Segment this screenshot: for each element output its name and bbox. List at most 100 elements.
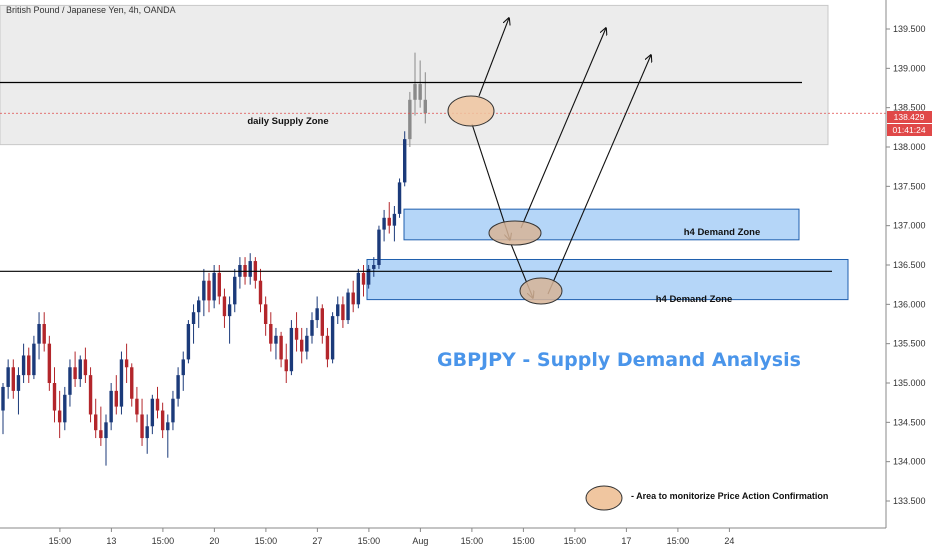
analysis-title: GBPJPY - Supply Demand Analysis (437, 349, 801, 371)
candle (73, 351, 77, 387)
price-tick-label: 137.000 (893, 221, 926, 231)
candle-body (325, 335, 330, 360)
time-tick-label: 17 (621, 536, 631, 546)
candle (181, 351, 185, 391)
candle (320, 304, 324, 344)
candle-body (392, 213, 397, 226)
candle (176, 367, 180, 407)
candle (171, 390, 175, 431)
price-tick-label: 135.500 (893, 339, 926, 349)
candle-body (315, 308, 319, 321)
candle (135, 386, 139, 423)
candle-body (57, 410, 62, 423)
candle-body (166, 422, 170, 431)
candle (94, 398, 98, 439)
confirmation-area-supply[interactable] (447, 95, 495, 127)
candle (263, 296, 268, 336)
time-tick-label: 15:00 (564, 536, 587, 546)
candle-body (310, 320, 314, 336)
time-axis[interactable]: 15:00 13 15:00 20 15:00 27 15:00 Aug 15:00 15:00 1… (49, 528, 735, 546)
candle (294, 312, 299, 352)
daily-supply-zone[interactable] (0, 4, 829, 146)
candle (392, 206, 397, 242)
candle (130, 363, 134, 407)
candle (145, 414, 149, 454)
candle-body (222, 296, 227, 317)
candle-body (124, 359, 129, 368)
candle-body (320, 308, 324, 336)
candle (341, 296, 345, 328)
candle-body (52, 383, 57, 411)
candle (233, 268, 237, 313)
candle (32, 335, 36, 380)
candle-body (83, 359, 88, 376)
candle (212, 265, 216, 309)
last-price-value: 138.429 (894, 112, 925, 122)
candle (166, 414, 170, 458)
candle-body (377, 229, 381, 265)
candle (377, 225, 381, 269)
h4-demand-zone-upper[interactable] (403, 208, 800, 241)
time-tick-label: Aug (412, 536, 428, 546)
demand-zone-label-upper: h4 Demand Zone (684, 227, 761, 238)
candle (124, 343, 129, 383)
candle-body (397, 182, 402, 214)
candle-body (217, 272, 221, 297)
candle (16, 367, 21, 415)
candle-body (6, 367, 10, 387)
candle (269, 312, 273, 352)
candle (222, 288, 227, 328)
candle (197, 296, 201, 328)
candle-body (32, 343, 36, 376)
candle (418, 60, 422, 108)
time-tick-label: 15:00 (667, 536, 690, 546)
candle-body (73, 367, 77, 380)
supply-zone-label: daily Supply Zone (247, 116, 328, 127)
candle-body (263, 304, 268, 324)
candle-body (130, 367, 134, 399)
candle (104, 414, 108, 466)
candle (1, 383, 5, 435)
candle-body (160, 410, 165, 431)
price-axis[interactable]: 139.500 139.000 138.500 138.000 137.500 137.0… (886, 24, 926, 506)
candle (88, 367, 93, 423)
candle (351, 280, 355, 313)
candle-body (94, 414, 98, 431)
candle-body (68, 367, 72, 395)
candle (284, 343, 288, 383)
time-tick-label: 15:00 (255, 536, 278, 546)
candle-body (109, 390, 113, 423)
candle-body (171, 398, 175, 423)
confirmation-area-demand-lower[interactable] (519, 277, 563, 305)
candle (78, 355, 82, 387)
countdown-value: 01:41:24 (892, 125, 925, 135)
price-tick-label: 136.500 (893, 260, 926, 270)
price-tick-label: 135.000 (893, 378, 926, 388)
candle (387, 202, 391, 234)
h4-demand-zone-lower[interactable] (366, 258, 849, 301)
candle-body (155, 398, 160, 411)
candle-body (279, 335, 283, 360)
candle (372, 257, 376, 277)
candle (253, 257, 258, 289)
time-tick-label: 24 (724, 536, 734, 546)
candle-body (212, 272, 216, 301)
candle-body (42, 324, 46, 344)
candle (37, 312, 41, 360)
candle (408, 91, 412, 147)
candle-body (341, 304, 345, 321)
candle-body (387, 217, 391, 226)
candle-body (207, 280, 211, 301)
candle (403, 131, 407, 187)
candle (155, 386, 160, 419)
candle-body (305, 335, 309, 352)
candlestick-series (1, 52, 427, 466)
candle-body (289, 327, 294, 372)
candle-body (274, 335, 278, 344)
confirmation-area-demand-upper[interactable] (488, 220, 542, 246)
candle-body (423, 99, 427, 114)
candle (52, 367, 57, 423)
candle-body (150, 398, 155, 427)
countdown-badge (887, 124, 932, 136)
